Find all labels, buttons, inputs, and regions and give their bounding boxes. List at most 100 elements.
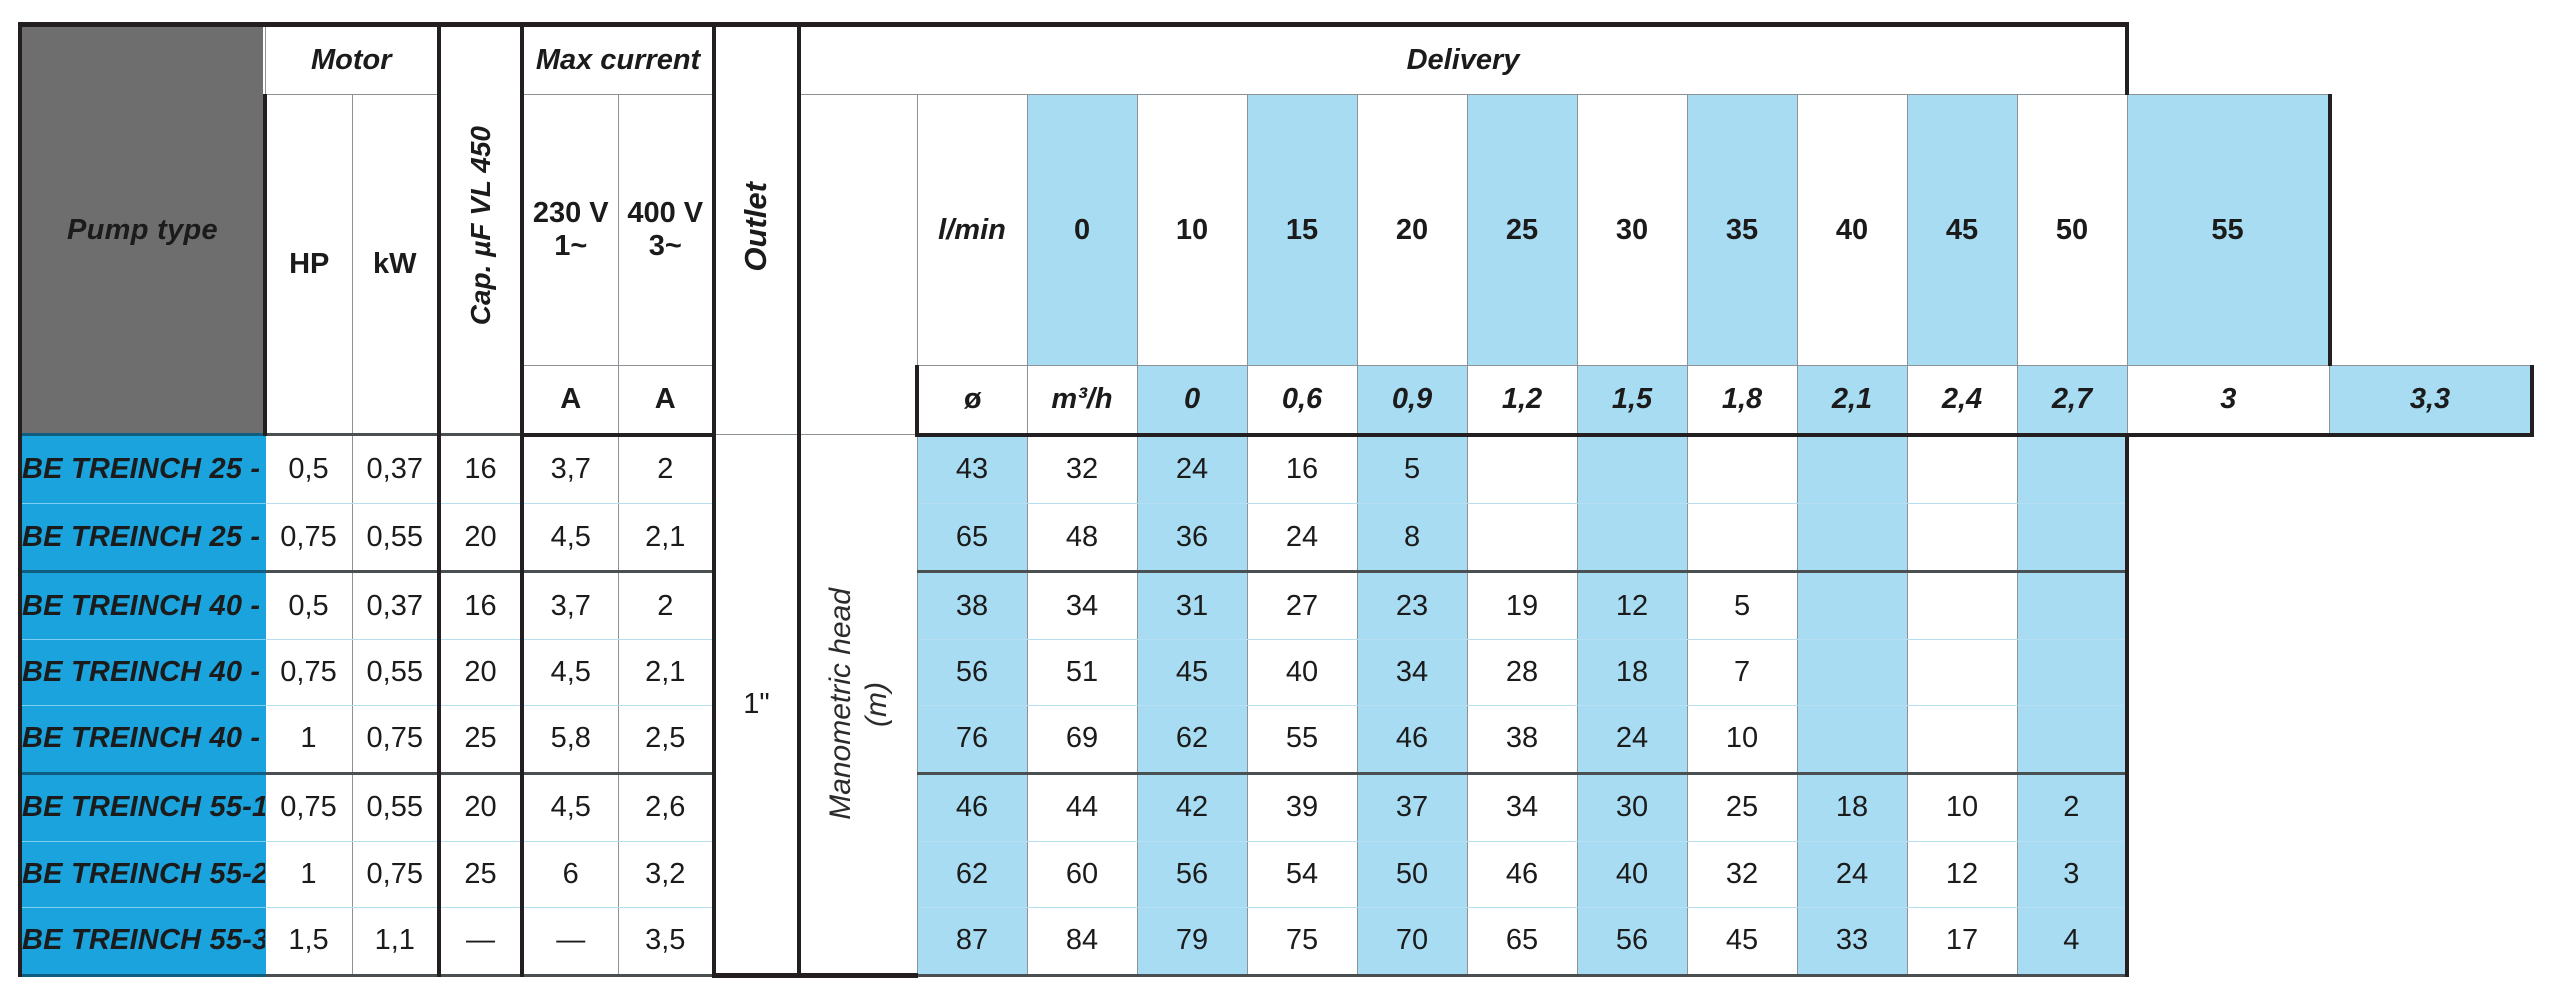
header-row-units: HP kW 230 V 1~ 400 V 3~ l/min 0 10 15 20… xyxy=(20,93,2532,436)
head-cell: 34 xyxy=(1466,771,1578,842)
head-cell: 70 xyxy=(1356,906,1468,978)
head-cell: 2 xyxy=(2016,771,2130,842)
pump-name-cell[interactable]: BE TREINCH 25 - 20 xyxy=(18,433,266,505)
head-cell: 65 xyxy=(916,503,1028,574)
head-cell: 24 xyxy=(1796,840,1908,908)
lmin-value-35: 35 xyxy=(1686,93,1798,367)
m3h-value-09: 0,9 xyxy=(1356,365,1468,437)
voltage-400-line1: 400 V xyxy=(627,197,704,230)
pump-name-cell[interactable]: BE TREINCH 40 - 15 xyxy=(18,570,266,640)
capacitor-cell: 20 xyxy=(437,638,524,707)
head-cell: 16 xyxy=(1246,433,1358,505)
table-row: BE TREINCH 55-25 1 0,75 25 6 3,2 62 60 56 54 50 46 4… xyxy=(18,840,2532,908)
head-cell: 10 xyxy=(1686,705,1798,775)
pump-name-cell[interactable]: BE TREINCH 55-25 xyxy=(18,840,266,908)
pump-name-cell[interactable]: BE TREINCH 40 - 30 xyxy=(18,705,266,775)
head-cell: 34 xyxy=(1356,638,1468,707)
head-cell: 39 xyxy=(1246,771,1358,842)
hp-header: HP xyxy=(263,93,353,436)
outlet-diameter-header: ø xyxy=(915,365,1028,437)
lmin-value-30: 30 xyxy=(1576,93,1688,367)
head-cell: 10 xyxy=(1906,771,2018,842)
head-cell: 54 xyxy=(1246,840,1358,908)
head-cell: 65 xyxy=(1466,906,1578,978)
head-cell: 84 xyxy=(1026,906,1138,978)
hp-cell: 1 xyxy=(264,840,353,908)
pump-name-cell[interactable]: BE TREINCH 55-35 xyxy=(18,906,266,978)
kw-cell: 0,55 xyxy=(351,771,440,842)
head-cell: 60 xyxy=(1026,840,1138,908)
m3h-value-24: 2,4 xyxy=(1906,365,2018,437)
current-400v-cell: 3,5 xyxy=(617,906,717,978)
voltage-230-line2: 1~ xyxy=(554,230,588,263)
pump-name-cell[interactable]: BE TREINCH 55-18 xyxy=(18,771,266,842)
head-cell: 46 xyxy=(916,771,1028,842)
manometric-head-label-line1: Manometric head xyxy=(823,588,857,820)
lmin-value-15: 15 xyxy=(1246,93,1358,367)
m3h-value-3: 3 xyxy=(2126,365,2331,437)
current-230v-cell: 4,5 xyxy=(521,771,619,842)
head-cell: 18 xyxy=(1796,771,1908,842)
pump-name-cell[interactable]: BE TREINCH 40 - 22 xyxy=(18,638,266,707)
head-cell: 69 xyxy=(1026,705,1138,775)
head-cell xyxy=(1906,570,2018,640)
kw-cell: 0,37 xyxy=(351,570,440,640)
voltage-400-line2: 3~ xyxy=(648,230,682,263)
max-current-group-header: Max current xyxy=(521,22,717,95)
head-cell xyxy=(1796,570,1908,640)
head-cell xyxy=(2016,503,2130,574)
capacitor-group-header: Cap. µF VL 450 xyxy=(437,21,524,436)
head-cell: 24 xyxy=(1576,705,1688,775)
lmin-value-25: 25 xyxy=(1466,93,1578,367)
manometric-head-label-cell: Manometric head (m) xyxy=(798,434,918,978)
kw-cell: 0,75 xyxy=(351,840,440,908)
head-cell: 40 xyxy=(1246,638,1358,707)
current-400v-cell: 2,5 xyxy=(617,705,717,775)
head-cell xyxy=(1686,433,1798,505)
current-230v-cell: 4,5 xyxy=(521,503,619,574)
head-cell: 76 xyxy=(916,705,1028,775)
lmin-value-20: 20 xyxy=(1356,93,1468,367)
head-cell xyxy=(1906,705,2018,775)
head-cell xyxy=(1686,503,1798,574)
head-cell xyxy=(1906,433,2018,505)
head-cell: 12 xyxy=(1576,570,1688,640)
head-cell: 45 xyxy=(1686,906,1798,978)
head-cell xyxy=(2016,638,2130,707)
lmin-value-10: 10 xyxy=(1136,93,1248,367)
head-cell: 79 xyxy=(1136,906,1248,978)
head-cell xyxy=(2016,570,2130,640)
m3h-value-12: 1,2 xyxy=(1466,365,1578,437)
head-cell: 36 xyxy=(1136,503,1248,574)
m3h-value-33: 3,3 xyxy=(2329,365,2535,437)
header-row-groups: Pump type Motor Cap. µF VL 450 Max curre… xyxy=(18,21,2532,436)
current-400v-cell: 2,6 xyxy=(617,771,717,842)
head-cell: 55 xyxy=(1246,705,1358,775)
head-cell: 27 xyxy=(1246,570,1358,640)
head-cell: 7 xyxy=(1686,638,1798,707)
header-row-subunits: A A ø m³/h 0 0,6 0,9 1,2 1,5 1,8 2,1 2,4… xyxy=(20,365,2535,437)
head-cell: 19 xyxy=(1466,570,1578,640)
table-row: BE TREINCH 55-18 0,75 0,55 20 4,5 2,6 46 44 42 39… xyxy=(18,771,2532,842)
head-cell xyxy=(1796,705,1908,775)
pump-name-cell[interactable]: BE TREINCH 25 - 30 xyxy=(18,503,266,574)
capacitor-group-header-label: Cap. µF VL 450 xyxy=(464,126,496,326)
head-cell: 4 xyxy=(2016,906,2130,978)
lmin-value-55: 55 xyxy=(2126,93,2332,367)
head-cell: 28 xyxy=(1466,638,1578,707)
table-row: BE TREINCH 55-35 1,5 1,1— —3,5 87 84 79 75 70 65 5… xyxy=(18,906,2532,978)
head-cell: 43 xyxy=(916,433,1028,505)
kw-cell: 0,55 xyxy=(351,638,440,707)
head-cell: 33 xyxy=(1796,906,1908,978)
table-body: Pump type Motor Cap. µF VL 450 Max curre… xyxy=(18,21,2535,978)
current-230v-cell: 3,7 xyxy=(521,433,619,505)
amp-230-header: A xyxy=(521,365,619,437)
head-cell: 62 xyxy=(1136,705,1248,775)
delivery-group-header: Delivery xyxy=(798,22,2130,95)
m3h-value-21: 2,1 xyxy=(1796,365,1908,437)
capacitor-cell: 25 xyxy=(437,705,524,775)
head-cell: 32 xyxy=(1026,433,1138,505)
hp-cell: 1,5 xyxy=(264,906,353,978)
current-230v-cell: 6 xyxy=(521,840,619,908)
